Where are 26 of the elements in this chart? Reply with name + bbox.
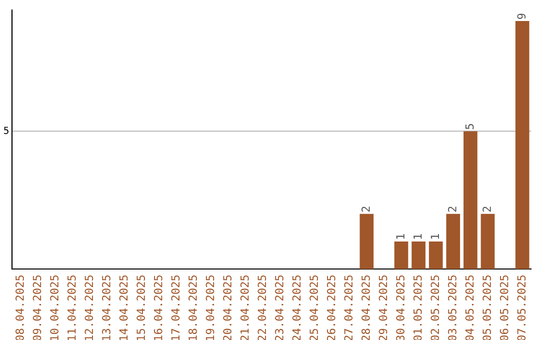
data-label: 1 — [414, 234, 422, 239]
data-label: 9 — [517, 14, 526, 19]
data-label: 5 — [465, 124, 474, 130]
x-tick-label: 17.04.2025 — [171, 275, 180, 340]
data-label: 1 — [430, 234, 439, 239]
x-tick-label: 11.04.2025 — [67, 275, 76, 340]
bar — [515, 21, 530, 269]
bar — [464, 131, 478, 269]
x-tick-label: 13.04.2025 — [102, 275, 110, 340]
x-tick-label: 10.04.2025 — [50, 275, 59, 340]
x-tick-label: 19.04.2025 — [206, 275, 214, 340]
x-tick-label: 16.04.2025 — [154, 275, 162, 340]
bar — [428, 241, 443, 269]
bar — [446, 214, 460, 269]
data-label: 2 — [482, 206, 491, 212]
bar — [480, 214, 495, 269]
bar — [412, 241, 426, 269]
data-label: 2 — [448, 206, 456, 212]
data-label: 1 — [396, 234, 404, 239]
x-tick-label: 14.04.2025 — [119, 275, 128, 340]
data-label: 2 — [362, 206, 370, 212]
bar — [360, 214, 374, 269]
x-tick-label: 12.04.2025 — [84, 275, 94, 340]
x-tick-label: 15.04.2025 — [136, 275, 146, 340]
x-tick-label: 18.04.2025 — [188, 275, 197, 340]
bar — [394, 241, 408, 269]
